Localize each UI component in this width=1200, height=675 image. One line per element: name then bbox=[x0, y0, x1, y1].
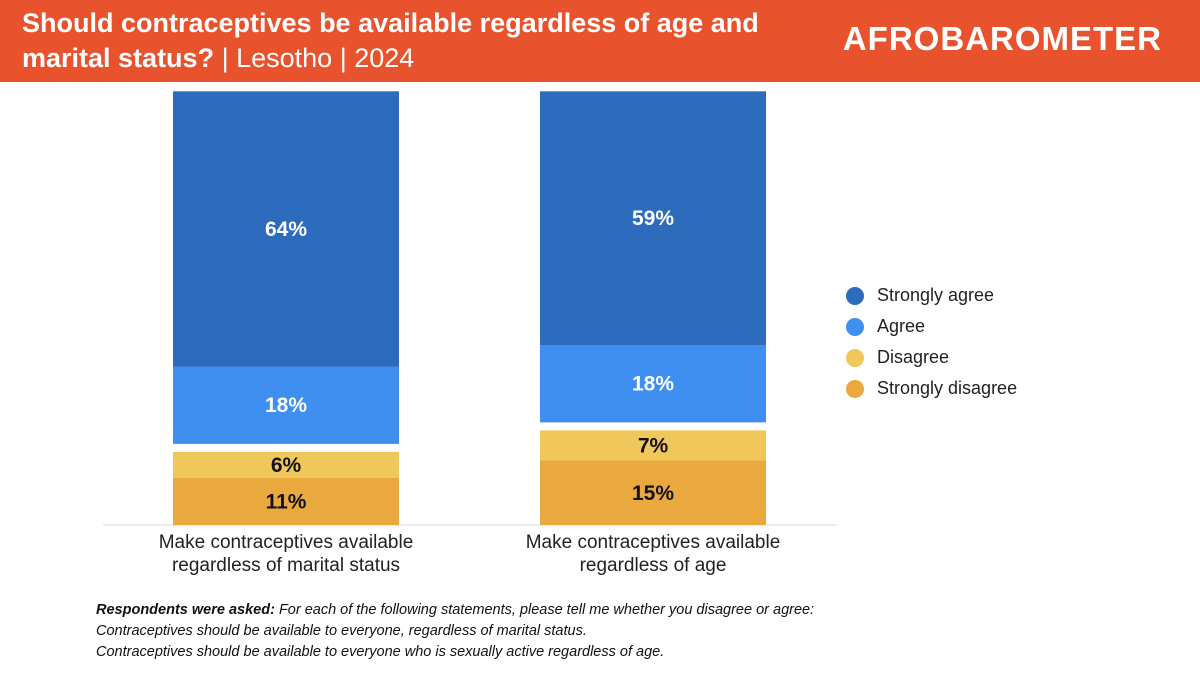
footnote-label: Respondents were asked: bbox=[96, 602, 275, 618]
chart-title: Should contraceptives be available regar… bbox=[22, 6, 822, 76]
bar-disagree-1 bbox=[173, 451, 399, 478]
bar-agree-1 bbox=[173, 366, 399, 444]
legend-swatch-strongly-agree bbox=[846, 286, 864, 305]
bar-disagree-2 bbox=[540, 430, 766, 461]
data-label-disagree-1: 6% bbox=[271, 454, 302, 477]
footnote-statement-1: Contraceptives should be available to ev… bbox=[96, 623, 587, 639]
category-label-2-line-2: regardless of age bbox=[580, 555, 727, 576]
bar-strongly-agree-1 bbox=[173, 91, 399, 367]
bar-strongly-disagree-2 bbox=[540, 460, 766, 525]
title-separator: | bbox=[221, 43, 229, 73]
bar-strongly-disagree-1 bbox=[173, 477, 399, 525]
legend-item-agree: Agree bbox=[846, 311, 1017, 342]
bar-strongly-agree-2 bbox=[540, 91, 766, 345]
legend-label-strongly-agree: Strongly agree bbox=[877, 285, 995, 305]
category-label-1-line-1: Make contraceptives available bbox=[159, 532, 414, 553]
title-country: Lesotho bbox=[236, 43, 333, 73]
legend-swatch-disagree bbox=[846, 348, 864, 367]
category-label-1-line-2: regardless of marital status bbox=[172, 555, 400, 576]
data-label-agree-1: 18% bbox=[265, 394, 307, 417]
survey-question-footnote: Respondents were asked: For each of the … bbox=[96, 600, 1156, 663]
legend-item-strongly-agree: Strongly agree bbox=[846, 280, 1017, 311]
legend-label-disagree: Disagree bbox=[877, 347, 950, 367]
header-banner: Should contraceptives be available regar… bbox=[0, 0, 1200, 82]
title-separator-2: | bbox=[339, 43, 347, 73]
data-label-disagree-2: 7% bbox=[638, 434, 669, 457]
legend-label-agree: Agree bbox=[877, 316, 926, 336]
footnote-question-line: Respondents were asked: For each of the … bbox=[96, 600, 1156, 621]
data-label-strongly-disagree-2: 15% bbox=[632, 482, 674, 505]
legend-item-disagree: Disagree bbox=[846, 342, 1017, 373]
category-label-2-line-1: Make contraceptives available bbox=[526, 532, 781, 553]
legend-swatch-strongly-disagree bbox=[846, 379, 864, 398]
footnote-question: For each of the following statements, pl… bbox=[278, 602, 815, 618]
legend-label-strongly-disagree: Strongly disagree bbox=[877, 378, 1018, 398]
legend-swatch-agree bbox=[846, 317, 864, 336]
bar-agree-2 bbox=[540, 345, 766, 423]
data-label-strongly-disagree-1: 11% bbox=[266, 490, 307, 513]
data-label-strongly-agree-1: 64% bbox=[265, 218, 307, 241]
afrobarometer-logo: AFROBAROMETER bbox=[842, 20, 1162, 57]
title-question: Should contraceptives be available regar… bbox=[22, 8, 759, 73]
footnote-statement-2: Contraceptives should be available to ev… bbox=[96, 644, 665, 660]
data-label-agree-2: 18% bbox=[632, 373, 674, 396]
title-year: 2024 bbox=[354, 43, 415, 73]
legend-item-strongly-disagree: Strongly disagree bbox=[846, 373, 1017, 404]
stacked-bar-chart: 11% 6% 18% 64% Make contraceptives available… bbox=[103, 91, 836, 576]
chart-legend: Strongly agree Agree Disagree Strongly disa… bbox=[846, 280, 1017, 404]
data-label-strongly-agree-2: 59% bbox=[632, 207, 674, 230]
